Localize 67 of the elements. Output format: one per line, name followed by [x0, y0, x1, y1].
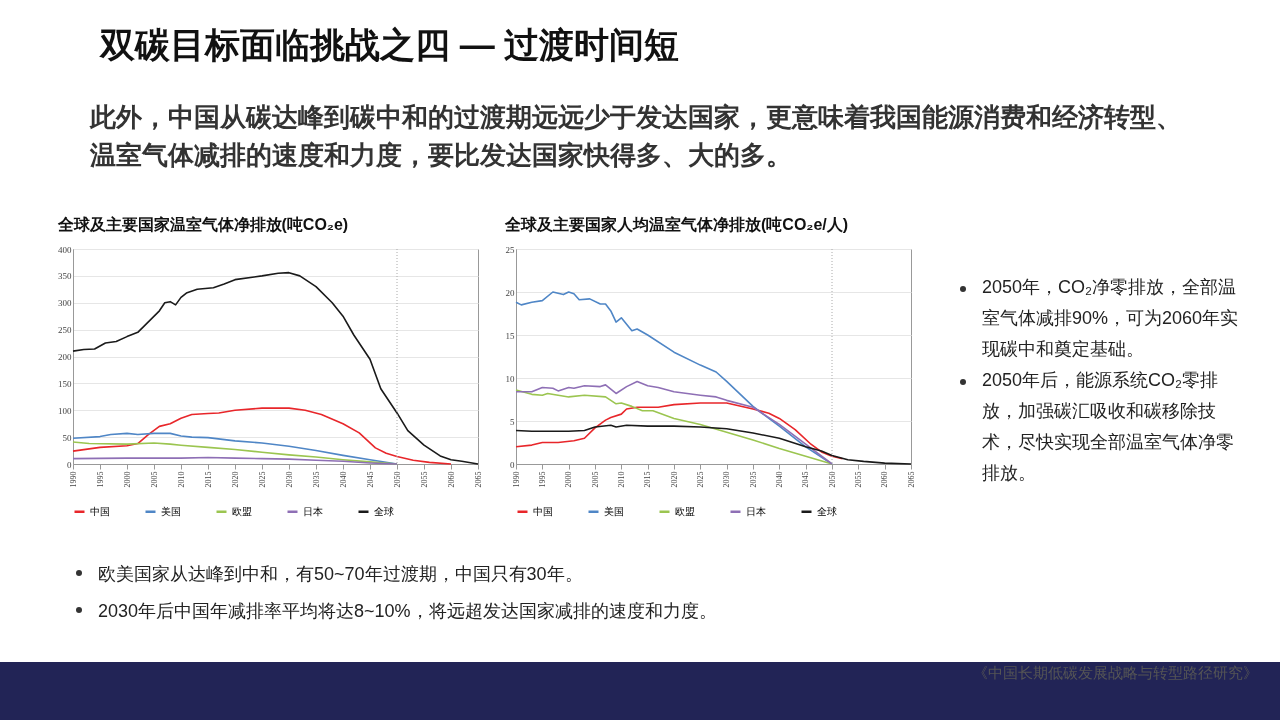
x-tick-label: 2045 — [365, 471, 375, 488]
x-tick-label: 2000 — [564, 471, 574, 488]
legend-label: 全球 — [374, 505, 394, 517]
x-tick-label: 1990 — [511, 471, 521, 488]
legend-label: 欧盟 — [675, 505, 695, 517]
legend-label: 日本 — [746, 505, 766, 517]
x-tick-label: 2040 — [774, 471, 784, 488]
text: 2050年，CO₂净零排放，全部温室气体减排90%，可为2060年实现碳中和奠定基础。 — [981, 276, 1240, 361]
y-tick-label: 400 — [58, 244, 72, 255]
chart-title: 全球及主要国家人均温室气体净排放(吨CO₂e/人) — [504, 215, 849, 233]
x-tick-label: 2050 — [827, 471, 837, 488]
legend-label: 美国 — [604, 505, 624, 517]
x-tick-label: 1990 — [68, 471, 78, 488]
x-tick-label: 2035 — [748, 471, 758, 488]
y-tick-label: 10 — [505, 373, 515, 384]
y-tick-label: 250 — [58, 325, 72, 336]
x-tick-label: 2020 — [230, 471, 240, 488]
y-tick-label: 150 — [58, 378, 72, 389]
text: 欧美国家从达峰到中和，有50~70年过渡期，中国只有30年。 — [97, 563, 584, 586]
text: 2030年后中国年减排率平均将达8~10%，将远超发达国家减排的速度和力度。 — [97, 600, 718, 623]
y-tick-label: 200 — [58, 352, 72, 362]
x-tick-label: 2030 — [722, 471, 732, 488]
y-tick-label: 0 — [67, 459, 72, 470]
y-tick-label: 50 — [62, 432, 72, 443]
y-tick-label: 0 — [510, 459, 515, 470]
x-tick-label: 2050 — [392, 471, 402, 488]
x-tick-label: 2015 — [203, 471, 213, 488]
x-tick-label: 2010 — [176, 471, 186, 488]
x-tick-label: 2005 — [149, 471, 159, 488]
legend-label: 日本 — [303, 505, 323, 517]
x-tick-label: 2025 — [257, 471, 267, 488]
y-tick-label: 300 — [58, 298, 72, 309]
text: 双碳目标面临挑战之四 — 过渡时间短 — [100, 24, 680, 66]
y-tick-label: 25 — [505, 244, 515, 255]
x-tick-label: 2010 — [616, 471, 626, 488]
x-tick-label: 2045 — [801, 471, 811, 488]
x-tick-label: 2015 — [643, 471, 653, 488]
chart-title: 全球及主要国家温室气体净排放(吨CO₂e) — [56, 215, 349, 233]
x-tick-label: 2000 — [122, 471, 132, 488]
y-tick-label: 350 — [58, 271, 72, 282]
x-tick-label: 2030 — [284, 471, 294, 488]
legend-label: 全球 — [817, 505, 837, 517]
x-tick-label: 2055 — [419, 471, 429, 488]
x-tick-label: 2005 — [590, 471, 600, 488]
x-tick-label: 2035 — [311, 471, 321, 488]
x-tick-label: 2065 — [473, 471, 483, 488]
line-series — [72, 407, 452, 465]
x-tick-label: 2055 — [853, 471, 863, 488]
y-tick-label: 15 — [505, 330, 515, 341]
x-tick-label: 2060 — [446, 471, 456, 488]
line-series — [72, 456, 398, 465]
legend-label: 美国 — [161, 505, 181, 517]
x-tick-label: 1995 — [95, 471, 105, 488]
legend-label: 中国 — [533, 505, 553, 517]
x-tick-label: 2025 — [695, 471, 705, 488]
x-tick-label: 2060 — [880, 471, 890, 488]
y-tick-label: 20 — [505, 287, 515, 298]
x-tick-label: 1995 — [537, 471, 547, 488]
x-tick-label: 2065 — [906, 471, 916, 488]
x-tick-label: 2040 — [338, 471, 348, 488]
legend-label: 中国 — [90, 505, 110, 517]
text: 此外，中国从碳达峰到碳中和的过渡期远远少于发达国家，更意味着我国能源消费和经济转型、温室气体减排的速度和力度，要比发达国家快得多、大的多。 — [90, 101, 1183, 172]
x-tick-label: 2020 — [669, 471, 679, 488]
y-tick-label: 100 — [58, 405, 72, 416]
text: 2050年后，能源系统CO₂零排放，加强碳汇吸收和碳移除技术，尽快实现全部温室气体净零排放。 — [981, 369, 1235, 485]
y-tick-label: 5 — [510, 416, 515, 427]
legend-label: 欧盟 — [232, 505, 252, 517]
